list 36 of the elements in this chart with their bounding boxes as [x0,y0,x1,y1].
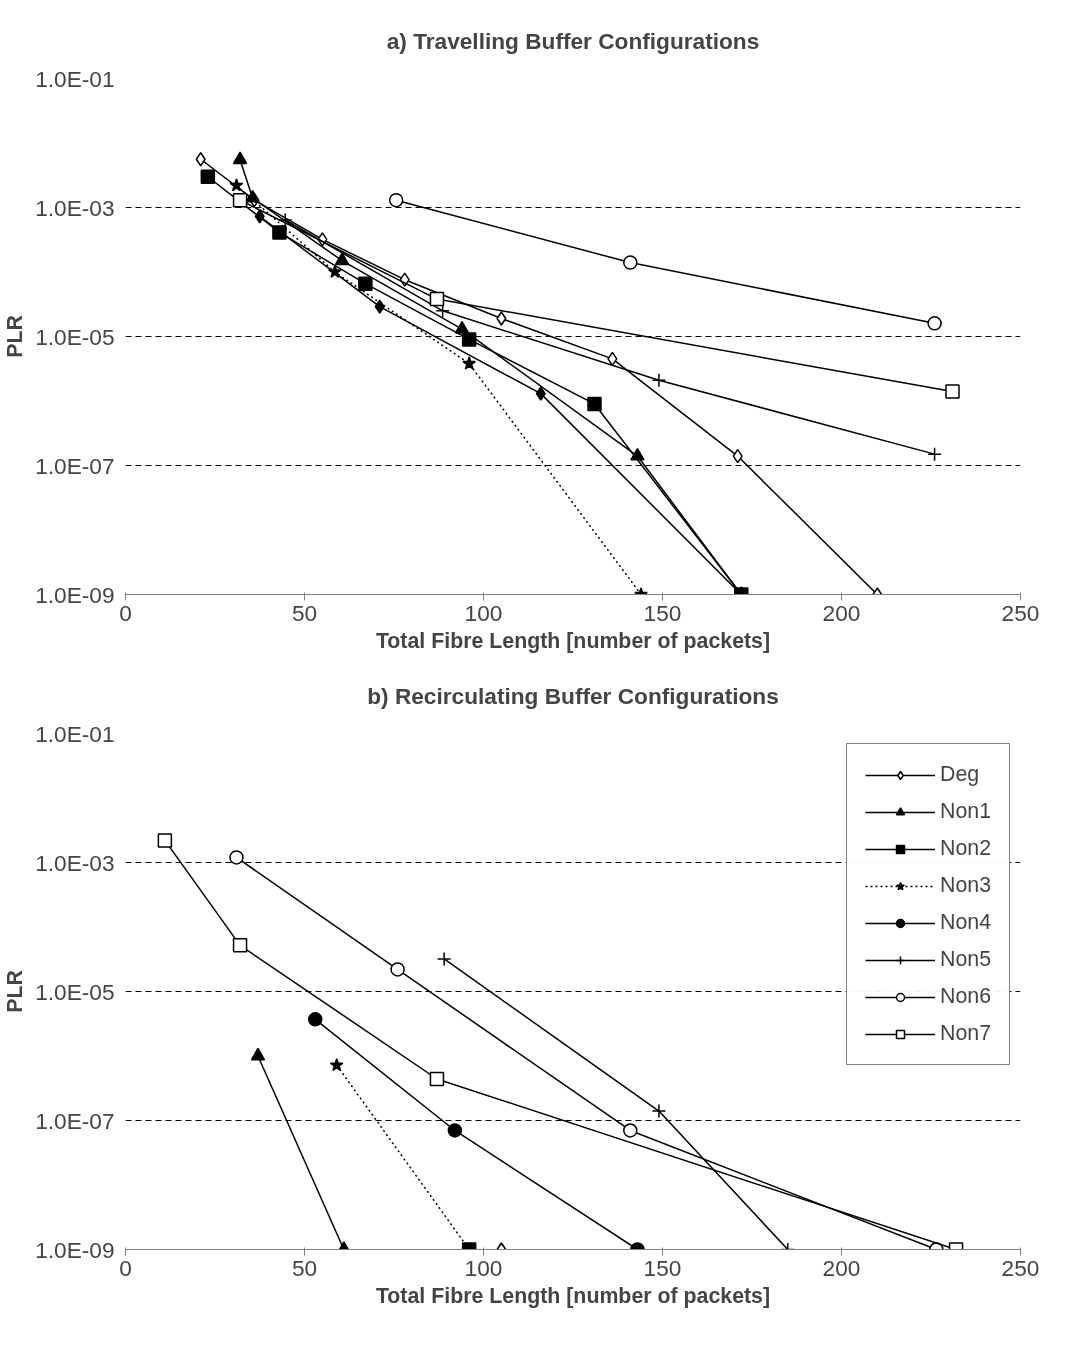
x-tick-label: 150 [643,1254,682,1281]
chart-title: a) Travelling Buffer Configurations [386,27,760,54]
x-tick-label: 50 [291,599,318,626]
y-tick-label: 1.0E-01 [35,65,115,92]
x-tick-label: 100 [464,1254,503,1281]
y-tick-label: 1.0E-01 [35,720,115,747]
y-tick-label: 1.0E-07 [35,452,115,479]
legend-label: Non6 [940,984,991,1009]
y-tick-label: 1.0E-05 [35,323,115,350]
x-tick-label: 150 [643,599,682,626]
y-tick-label: 1.0E-07 [35,1107,115,1134]
legend-label: Non7 [940,1021,991,1046]
x-tick-label: 250 [1001,1254,1040,1281]
legend-label: Deg [940,762,980,787]
x-tick-label: 200 [822,599,861,626]
x-axis-title: Total Fibre Length [number of packets] [375,1283,771,1308]
y-tick-label: 1.0E-09 [35,581,115,608]
x-tick-label: 100 [464,599,503,626]
y-tick-label: 1.0E-05 [35,978,115,1005]
legend-label: Non2 [940,836,991,861]
legend-label: Non4 [940,910,991,935]
chart-title: b) Recirculating Buffer Configurations [367,682,779,709]
legend-label: Non1 [940,799,991,824]
y-tick-label: 1.0E-03 [35,849,115,876]
y-tick-label: 1.0E-03 [35,194,115,221]
x-tick-label: 0 [119,1254,132,1281]
legend-label: Non5 [940,947,991,972]
x-axis-title: Total Fibre Length [number of packets] [375,628,771,653]
x-tick-label: 50 [291,1254,318,1281]
x-tick-label: 0 [119,599,132,626]
y-axis-title: PLR [3,970,28,1013]
legend-label: Non3 [940,873,991,898]
x-tick-label: 200 [822,1254,861,1281]
y-axis-title: PLR [3,315,28,358]
x-tick-label: 250 [1001,599,1040,626]
y-tick-label: 1.0E-09 [35,1236,115,1263]
